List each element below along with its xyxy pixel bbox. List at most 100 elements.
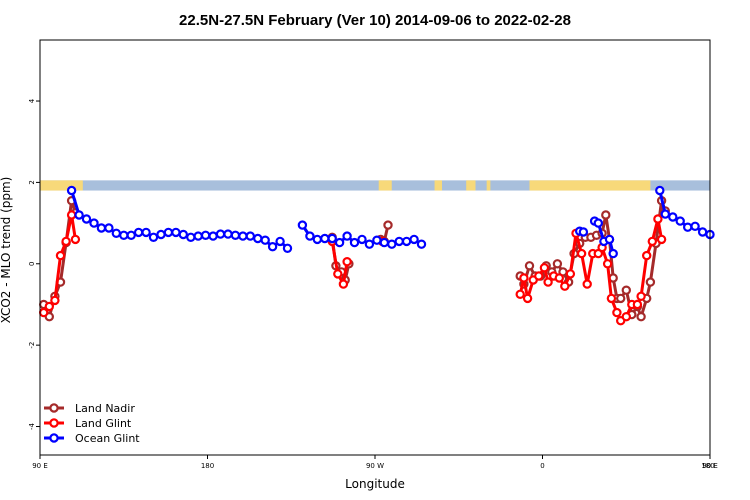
land-glint-point bbox=[338, 279, 349, 289]
land-glint-point bbox=[333, 269, 343, 279]
land-strip-4 bbox=[529, 180, 651, 191]
land-glint-point bbox=[66, 210, 77, 220]
land-strip-0 bbox=[40, 180, 83, 191]
land-nadir-point bbox=[383, 220, 393, 230]
land-glint-point bbox=[70, 234, 81, 245]
ocean-glint-point bbox=[357, 234, 367, 245]
ocean-glint-point bbox=[334, 237, 345, 248]
land-glint-point bbox=[656, 234, 667, 245]
land-glint-point bbox=[636, 291, 646, 301]
ocean-glint-point bbox=[133, 227, 144, 238]
ocean-glint-point bbox=[697, 227, 708, 237]
land-glint-point bbox=[642, 250, 652, 261]
y-tick-label: -2 bbox=[28, 342, 36, 349]
ocean-glint-point bbox=[655, 185, 665, 196]
land-glint-point bbox=[55, 250, 66, 261]
land-glint-line-1 bbox=[330, 241, 349, 286]
ocean-glint-point bbox=[320, 233, 330, 244]
legend-ocean-glint-label: Ocean Glint bbox=[75, 432, 140, 445]
land-nadir-point bbox=[552, 259, 563, 269]
land-glint-point bbox=[515, 289, 525, 299]
y-tick-label: 4 bbox=[28, 98, 36, 103]
land-glint-point bbox=[554, 273, 565, 283]
ocean-glint-point bbox=[608, 248, 618, 259]
legend-ocean-glint-marker bbox=[49, 433, 59, 443]
legend-land-glint-marker bbox=[49, 418, 59, 428]
land-glint-point bbox=[342, 257, 352, 267]
ocean-glint-point bbox=[238, 231, 248, 241]
x-tick-label-upper: 180 bbox=[701, 462, 714, 470]
ocean-glint-point bbox=[660, 209, 671, 219]
x-tick-label: 90 E bbox=[702, 462, 718, 470]
ocean-glint-point bbox=[193, 231, 203, 241]
land-glint-point bbox=[582, 279, 592, 289]
x-axis-label: Longitude bbox=[345, 477, 405, 491]
land-glint-point bbox=[621, 312, 632, 322]
ocean-glint-point bbox=[364, 239, 375, 249]
land-glint-point bbox=[61, 236, 71, 247]
ocean-glint-point bbox=[253, 233, 263, 244]
ocean-glint-point bbox=[282, 243, 293, 253]
ocean-glint-point bbox=[171, 227, 181, 238]
land-glint-point bbox=[519, 273, 529, 283]
ocean-glint-point bbox=[119, 230, 129, 240]
land-strip-5 bbox=[486, 180, 491, 191]
land-glint-point bbox=[560, 281, 570, 291]
land-strip-2 bbox=[434, 180, 442, 191]
ocean-glint-point bbox=[394, 236, 404, 247]
land-glint-point bbox=[606, 293, 617, 304]
x-tick-label: 180 bbox=[201, 462, 214, 470]
ocean-glint-point bbox=[604, 234, 615, 245]
ocean-glint-point bbox=[163, 227, 174, 238]
ocean-glint-point bbox=[675, 216, 685, 226]
ocean-glint-point bbox=[89, 218, 99, 228]
land-nadir-point bbox=[616, 293, 626, 304]
legend-land-nadir-label: Land Nadir bbox=[75, 402, 135, 415]
ocean-glint-point bbox=[275, 236, 285, 247]
ocean-glint-point bbox=[148, 232, 159, 242]
ocean-glint-point bbox=[327, 233, 337, 244]
land-strip-1 bbox=[378, 180, 392, 191]
land-glint-point bbox=[576, 248, 587, 259]
land-glint-point bbox=[39, 307, 49, 318]
ocean-glint-point bbox=[409, 234, 419, 245]
ocean-glint-point bbox=[683, 222, 693, 232]
ocean-glint-point bbox=[416, 239, 427, 249]
land-glint-point bbox=[522, 293, 533, 304]
land-strip-3 bbox=[466, 180, 476, 191]
ocean-glint-point bbox=[342, 231, 352, 241]
legend: Land Nadir Land Glint Ocean Glint bbox=[44, 402, 140, 445]
ocean-glint-point bbox=[578, 227, 589, 237]
land-glint-point bbox=[50, 295, 60, 306]
ocean-glint-point bbox=[66, 185, 77, 196]
ocean-glint-point bbox=[223, 229, 233, 239]
ocean-glint-point bbox=[245, 231, 255, 241]
chart-title: 22.5N-27.5N February (Ver 10) 2014-09-06… bbox=[179, 12, 571, 29]
land-nadir-point bbox=[621, 285, 632, 295]
plot-area bbox=[39, 180, 715, 326]
land-glint-point bbox=[565, 269, 576, 279]
land-glint-point bbox=[653, 214, 663, 224]
ocean-glint-point bbox=[267, 241, 278, 252]
legend-land-glint-label: Land Glint bbox=[75, 417, 132, 430]
x-tick-label: 90 E bbox=[32, 462, 48, 470]
ocean-glint-point bbox=[305, 231, 315, 241]
ocean-glint-point bbox=[349, 237, 360, 248]
ocean-glint-point bbox=[668, 212, 678, 222]
y-tick-label: 2 bbox=[28, 180, 36, 184]
ocean-glint-point bbox=[690, 221, 700, 231]
x-tick-label: 90 W bbox=[366, 462, 384, 470]
ocean-glint-point bbox=[387, 239, 397, 249]
ocean-glint-point bbox=[379, 237, 389, 248]
land-glint-point bbox=[534, 271, 544, 281]
ocean-glint-point bbox=[593, 218, 604, 228]
ocean-glint-point bbox=[297, 220, 308, 230]
land-nadir-point bbox=[645, 277, 656, 287]
ocean-glint-point bbox=[372, 235, 382, 245]
ocean-glint-point bbox=[215, 229, 226, 239]
land-glint-point bbox=[44, 301, 55, 312]
ocean-glint-point bbox=[156, 229, 166, 240]
ocean-glint-point bbox=[401, 236, 412, 247]
